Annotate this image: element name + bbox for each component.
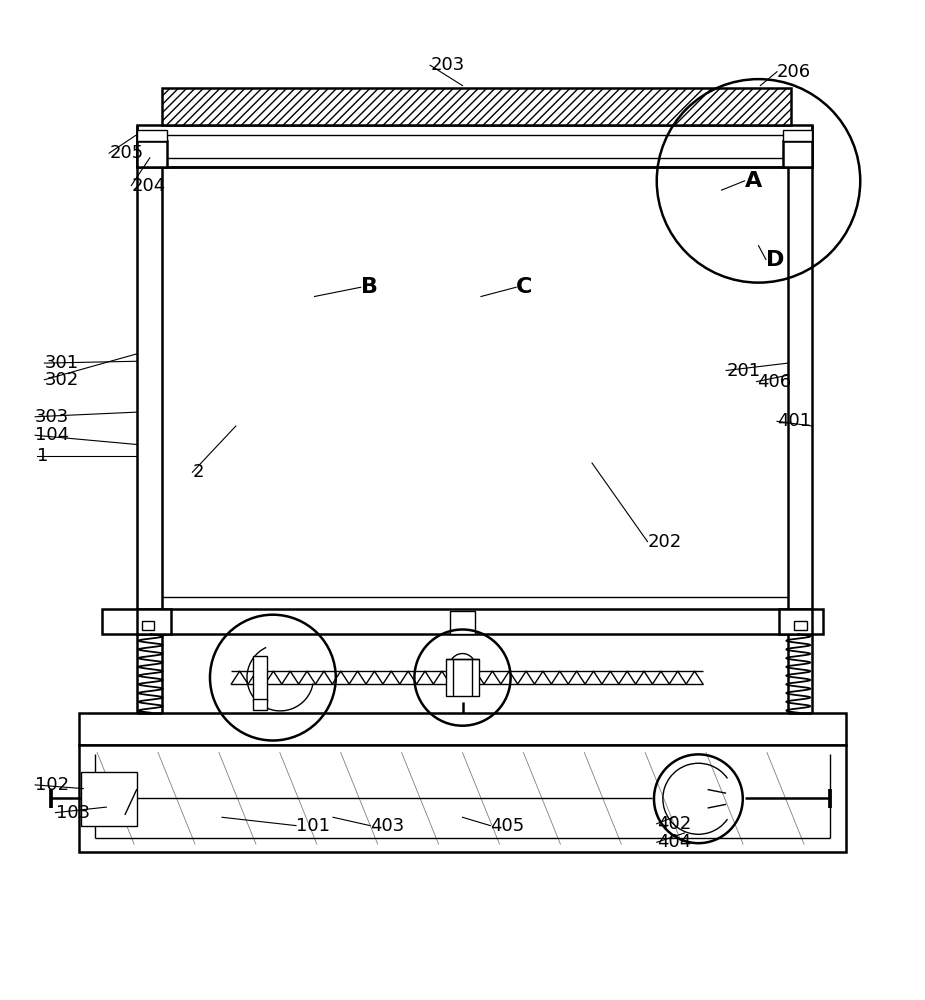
Bar bbox=[102, 609, 823, 634]
Text: 405: 405 bbox=[490, 817, 524, 835]
Bar bbox=[450, 611, 475, 634]
Text: 403: 403 bbox=[370, 817, 404, 835]
Text: 301: 301 bbox=[44, 354, 79, 372]
Text: A: A bbox=[745, 171, 762, 191]
Bar bbox=[137, 125, 812, 167]
Bar bbox=[137, 130, 166, 141]
Bar bbox=[162, 88, 791, 125]
Text: 401: 401 bbox=[777, 412, 811, 430]
Text: 201: 201 bbox=[726, 362, 760, 380]
Bar bbox=[79, 745, 846, 851]
Bar bbox=[779, 609, 812, 634]
Bar bbox=[142, 621, 154, 630]
Text: 202: 202 bbox=[648, 533, 682, 551]
Bar bbox=[253, 699, 267, 710]
Bar bbox=[794, 621, 807, 630]
Bar bbox=[253, 656, 267, 701]
Text: 203: 203 bbox=[430, 56, 464, 74]
Text: 1: 1 bbox=[37, 447, 48, 465]
Bar bbox=[783, 141, 812, 167]
Text: 205: 205 bbox=[109, 144, 143, 162]
Text: 402: 402 bbox=[657, 815, 691, 833]
Text: 406: 406 bbox=[757, 373, 791, 391]
Text: 102: 102 bbox=[35, 776, 69, 794]
Text: 303: 303 bbox=[35, 408, 69, 426]
Bar bbox=[137, 141, 166, 167]
Text: 206: 206 bbox=[777, 63, 811, 81]
Bar bbox=[79, 713, 846, 745]
Text: 404: 404 bbox=[657, 833, 691, 851]
Text: D: D bbox=[766, 250, 784, 270]
Text: 302: 302 bbox=[44, 371, 79, 389]
Bar bbox=[446, 659, 479, 696]
Bar bbox=[137, 609, 171, 634]
Text: 103: 103 bbox=[56, 804, 90, 822]
Bar bbox=[783, 130, 812, 141]
Text: 104: 104 bbox=[35, 426, 69, 444]
Text: C: C bbox=[516, 277, 533, 297]
Text: 101: 101 bbox=[296, 817, 330, 835]
Text: 204: 204 bbox=[131, 177, 166, 195]
Text: 2: 2 bbox=[192, 463, 204, 481]
Text: B: B bbox=[361, 277, 377, 297]
Bar bbox=[81, 772, 137, 826]
